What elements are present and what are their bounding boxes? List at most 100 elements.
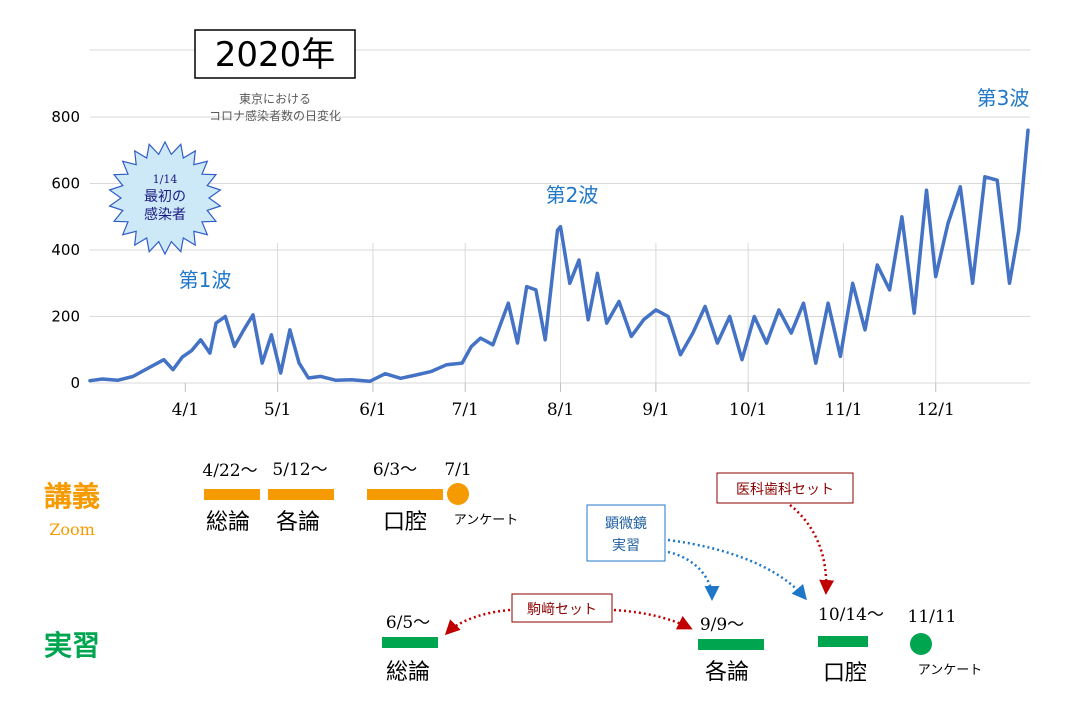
lecture-topic-2: 各論: [276, 510, 320, 535]
y-axis-ticks: 0 200 400 600 800: [51, 108, 80, 392]
microscope-label-1: 顕微鏡: [605, 516, 647, 532]
lecture-topic-4: アンケート: [454, 513, 518, 528]
practice-bar-2: [698, 639, 764, 650]
first-case-date: 1/14: [153, 173, 178, 186]
data-point: [790, 331, 793, 335]
data-point: [199, 338, 202, 341]
data-point: [679, 353, 682, 356]
data-point: [983, 175, 987, 178]
y-tick-label-400: 400: [51, 241, 80, 259]
lecture-title: 講義: [44, 480, 100, 513]
data-point: [147, 366, 150, 370]
komazaki-set-label: 駒﨑セット: [527, 602, 597, 618]
medical-dental-arrow: [789, 504, 835, 595]
lecture-subtitle: Zoom: [49, 520, 95, 539]
komazaki-arrow-left: [444, 608, 511, 636]
practice-bar-3: [818, 636, 868, 647]
data-point: [765, 341, 768, 345]
medical-dental-set-box: [716, 472, 854, 504]
data-point: [544, 338, 547, 341]
data-point: [233, 345, 236, 348]
data-point: [399, 377, 402, 380]
data-point: [162, 358, 165, 361]
data-point: [888, 288, 891, 292]
data-point: [131, 375, 135, 378]
data-point: [116, 379, 119, 382]
komazaki-set-box: [511, 593, 613, 623]
data-point: [925, 189, 928, 192]
data-point: [307, 376, 310, 380]
data-point: [913, 312, 916, 315]
data-point: [384, 372, 387, 375]
y-tick-label-0: 0: [70, 374, 80, 392]
data-point: [568, 282, 571, 285]
first-case-starburst: [108, 140, 222, 256]
wave-2-label: 第2波: [546, 183, 599, 207]
data-point: [934, 275, 937, 278]
data-point: [900, 215, 904, 218]
data-point: [470, 345, 473, 348]
year-title-box: [194, 29, 356, 79]
data-point: [319, 375, 322, 378]
microscope-arrow-to-10-14: [667, 538, 807, 601]
data-point: [630, 335, 633, 338]
microscope-label-2: 実習: [612, 538, 640, 554]
microscope-box: [586, 504, 666, 562]
data-point: [617, 300, 621, 303]
practice-topic-4: アンケート: [918, 663, 982, 678]
data-point: [350, 378, 353, 381]
data-point: [288, 328, 292, 331]
data-point: [491, 343, 495, 346]
data-point: [605, 321, 608, 325]
data-point: [728, 315, 731, 318]
microscope-arrow-to-9-9: [667, 550, 720, 601]
data-point: [826, 302, 830, 305]
practice-date-3: 10/14〜: [818, 605, 884, 625]
practice-title: 実習: [44, 629, 100, 662]
medical-dental-set-label: 医科歯科セット: [736, 482, 834, 498]
x-tick-label-3: 7/1: [452, 400, 479, 420]
wave-3-label: 第3波: [977, 86, 1030, 110]
data-point: [190, 349, 193, 352]
lecture-topic-3: 口腔: [383, 510, 427, 535]
data-point: [208, 351, 212, 355]
data-point: [802, 302, 805, 305]
x-axis-ticks: 4/1 5/1 6/1 7/1 8/1 9/1 10/1 11/1 12/1: [172, 400, 955, 420]
data-point: [556, 228, 559, 232]
lecture-topic-1: 総論: [206, 510, 250, 535]
data-point: [971, 282, 974, 285]
data-point: [270, 333, 273, 336]
data-point: [534, 288, 538, 292]
lecture-date-4: 7/1: [444, 460, 471, 480]
practice-date-2: 9/9〜: [700, 615, 744, 635]
data-point: [261, 361, 264, 365]
data-point: [654, 308, 658, 312]
data-point: [642, 318, 645, 321]
data-points: [88, 129, 1030, 383]
data-point: [596, 272, 599, 275]
data-point: [445, 363, 448, 366]
data-point: [101, 377, 104, 381]
data-point: [516, 341, 519, 345]
lecture-date-1: 4/22〜: [202, 461, 257, 481]
data-point: [171, 368, 175, 371]
x-tick-label-5: 9/1: [642, 400, 669, 420]
data-point: [368, 380, 372, 383]
y-tick-label-800: 800: [51, 108, 80, 126]
data-point: [959, 185, 962, 188]
covid-line-chart: 0 200 400 600 800 4/1 5/1 6/1 7/1 8/1 9/1 10/1 11/1…: [51, 29, 1030, 420]
data-point: [716, 341, 719, 345]
year-title: 2020年: [215, 35, 336, 75]
data-point: [224, 315, 227, 318]
data-point: [279, 371, 282, 375]
data-point: [479, 336, 482, 340]
data-point: [876, 263, 879, 267]
data-point: [214, 321, 218, 325]
practice-survey-dot: [910, 633, 932, 655]
first-case-line-3: 感染者: [144, 206, 186, 223]
data-point: [181, 355, 184, 359]
practice-topic-1: 総論: [386, 660, 430, 685]
data-point: [777, 308, 781, 312]
data-point: [242, 328, 245, 331]
